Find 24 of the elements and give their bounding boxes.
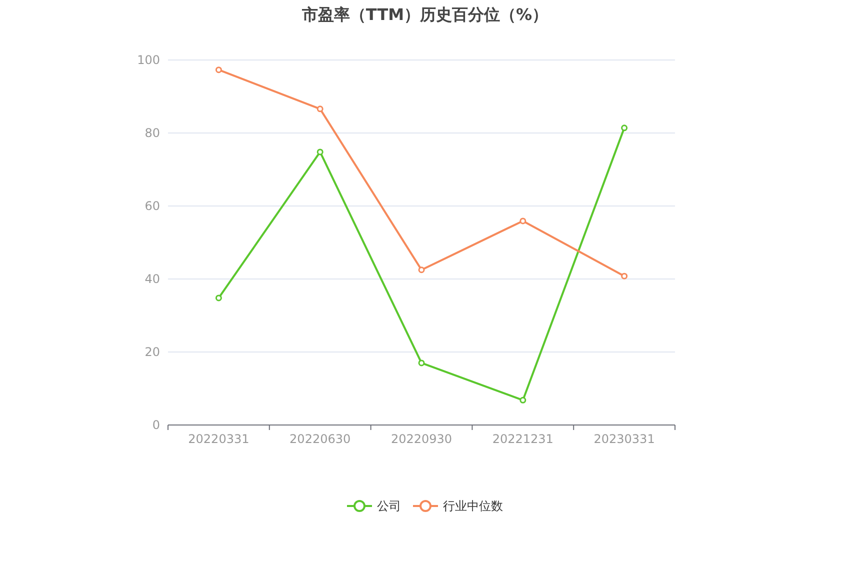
point — [215, 294, 222, 302]
point — [316, 148, 324, 156]
y-tick-label: 80 — [144, 126, 160, 140]
y-tick-label: 100 — [137, 53, 160, 67]
x-tick-label: 20221231 — [492, 432, 554, 446]
point — [520, 396, 526, 404]
x-tick-label: 20220331 — [188, 432, 250, 446]
x-tick-label: 20230331 — [594, 432, 655, 446]
point — [418, 360, 425, 366]
point — [621, 124, 628, 132]
legend-label: 公司 — [377, 499, 401, 513]
y-tick-label: 40 — [144, 272, 160, 286]
chart-title: 市盈率（TTM）历史百分位（%） — [300, 5, 548, 24]
legend-label: 行业中位数 — [443, 499, 503, 513]
y-tick-label: 60 — [144, 199, 160, 213]
x-tick-label: 20220930 — [390, 432, 452, 446]
point — [316, 106, 324, 112]
point — [621, 272, 628, 280]
x-tick-label: 20220630 — [290, 432, 351, 446]
point — [418, 266, 425, 274]
point — [520, 218, 526, 224]
y-tick-label: 0 — [152, 418, 160, 432]
point — [215, 66, 222, 74]
y-tick-label: 20 — [144, 345, 160, 359]
